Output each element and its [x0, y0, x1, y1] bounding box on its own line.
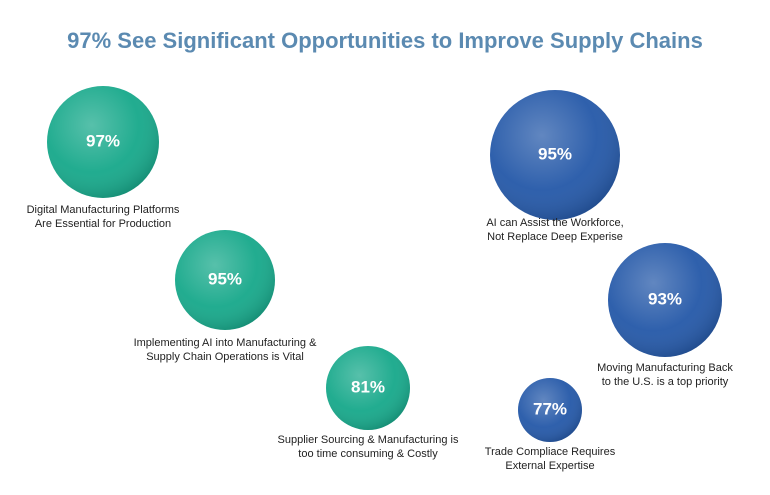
value-label: 97% [86, 131, 120, 150]
bubble-label: Digital Manufacturing Platforms [27, 204, 180, 216]
bubble-label: AI can Assist the Workforce, [486, 217, 623, 229]
bubble-label: Supply Chain Operations is Vital [146, 351, 304, 363]
value-label: 81% [351, 377, 385, 396]
value-label: 95% [208, 269, 242, 288]
bubble-label: Moving Manufacturing Back [597, 362, 733, 374]
bubble-shade [326, 346, 410, 430]
chart-title: 97% See Significant Opportunities to Imp… [67, 28, 703, 53]
bubble-label: External Expertise [505, 460, 594, 472]
value-label: 77% [533, 399, 567, 418]
bubble-shade [175, 230, 275, 330]
value-label: 93% [648, 289, 682, 308]
bubble-shade [47, 86, 159, 198]
bubble-label: Not Replace Deep Experise [487, 231, 623, 243]
bubble-label: Trade Compliace Requires [485, 446, 616, 458]
bubble-label: too time consuming & Costly [298, 448, 438, 460]
bubble-shade [518, 378, 582, 442]
bubble-label: to the U.S. is a top priority [602, 376, 729, 388]
bubble-label: Implementing AI into Manufacturing & [134, 337, 317, 349]
bubble-label: Supplier Sourcing & Manufacturing is [278, 434, 459, 446]
bubble-label: Are Essential for Production [35, 218, 171, 230]
bubble-shade [490, 90, 620, 220]
value-label: 95% [538, 144, 572, 163]
bubble-shade [608, 243, 722, 357]
